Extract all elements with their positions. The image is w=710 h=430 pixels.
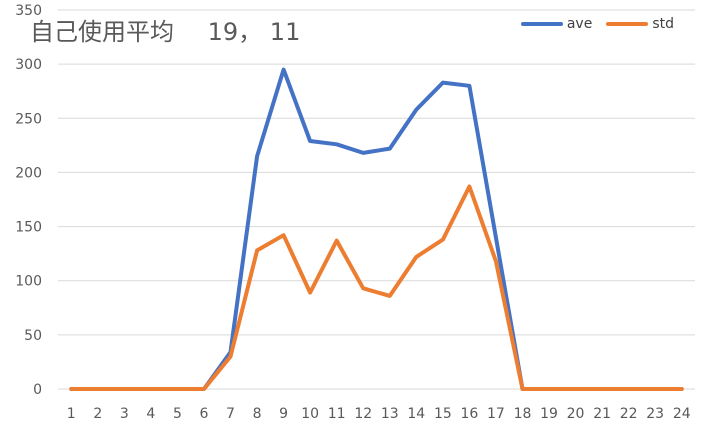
x-tick-label-12: 12	[354, 406, 372, 422]
x-tick-label-3: 3	[120, 406, 129, 422]
x-tick-label-15: 15	[434, 406, 452, 422]
x-tick-label-11: 11	[328, 406, 346, 422]
x-tick-label-19: 19	[540, 406, 558, 422]
x-tick-label-6: 6	[200, 406, 209, 422]
y-tick-label-200: 200	[15, 165, 42, 181]
x-tick-label-1: 1	[67, 406, 76, 422]
x-tick-label-18: 18	[514, 406, 532, 422]
y-tick-label-350: 350	[15, 3, 42, 19]
x-tick-label-9: 9	[279, 406, 288, 422]
x-tick-label-16: 16	[460, 406, 478, 422]
x-tick-label-13: 13	[381, 406, 399, 422]
legend-item-ave: ave	[520, 16, 593, 32]
chart-title: 自己使用平均 19， 11	[30, 12, 300, 47]
x-tick-label-24: 24	[673, 406, 691, 422]
x-tick-label-5: 5	[173, 406, 182, 422]
x-tick-label-20: 20	[567, 406, 585, 422]
y-tick-label-0: 0	[33, 382, 42, 398]
y-tick-label-100: 100	[15, 274, 42, 290]
y-tick-label-250: 250	[15, 111, 42, 127]
x-tick-label-4: 4	[146, 406, 155, 422]
legend-label-ave: ave	[566, 16, 593, 32]
legend-label-std: std	[652, 16, 674, 32]
series-line-std	[69, 184, 684, 391]
x-tick-label-7: 7	[226, 406, 235, 422]
x-tick-label-17: 17	[487, 406, 505, 422]
chart-title-values: 19， 11	[207, 18, 301, 46]
x-tick-label-8: 8	[253, 406, 262, 422]
series-line-ave	[69, 67, 684, 391]
x-tick-label-22: 22	[620, 406, 638, 422]
chart-title-text: 自己使用平均	[30, 18, 174, 46]
legend-item-std: std	[606, 16, 674, 32]
x-tick-label-23: 23	[646, 406, 664, 422]
y-tick-label-150: 150	[15, 220, 42, 236]
x-tick-label-14: 14	[407, 406, 425, 422]
x-tick-label-10: 10	[301, 406, 319, 422]
y-tick-label-50: 50	[24, 328, 42, 344]
x-tick-label-2: 2	[93, 406, 102, 422]
legend-swatch-std	[606, 22, 649, 26]
chart-legend: ave std	[520, 16, 674, 32]
x-tick-label-21: 21	[593, 406, 611, 422]
legend-swatch-ave	[520, 22, 563, 26]
y-tick-label-300: 300	[15, 57, 42, 73]
